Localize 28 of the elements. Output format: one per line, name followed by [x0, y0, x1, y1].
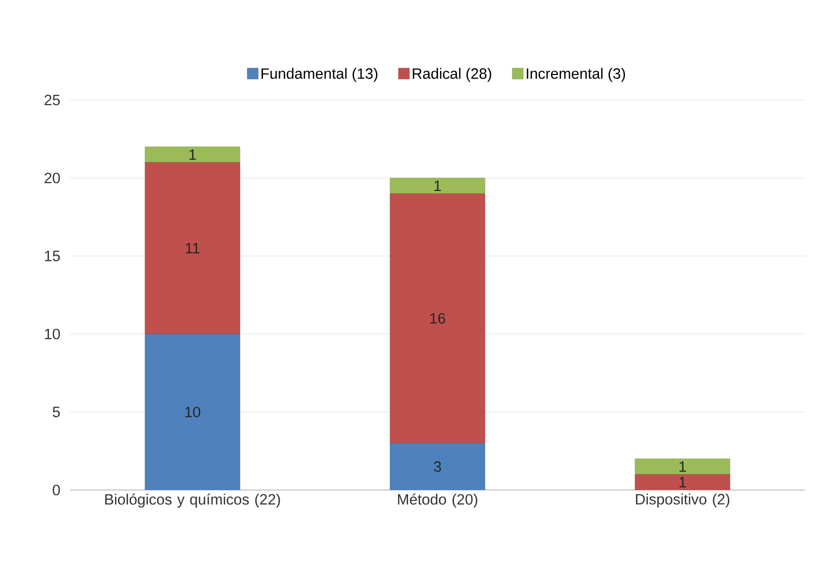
- data-label: 10: [185, 406, 200, 418]
- data-label: 1: [679, 461, 686, 472]
- y-tick-label: 0: [52, 484, 60, 496]
- y-tick-label: 25: [44, 94, 60, 106]
- y-tick-label: 20: [44, 172, 60, 184]
- data-label: 1: [679, 477, 686, 488]
- bar: [144, 334, 240, 490]
- y-tick-label: 5: [52, 406, 60, 418]
- x-tick-label: Dispositivo (2): [636, 494, 730, 508]
- bar: [144, 146, 240, 163]
- x-tick-label: Biológicos y químicos (22): [105, 494, 280, 508]
- x-tick-label: Método (20): [398, 494, 478, 508]
- bar: [144, 162, 240, 334]
- bar: [390, 443, 486, 490]
- data-label: 11: [186, 243, 200, 254]
- legend-label: Radical (28): [412, 68, 492, 82]
- data-label: 1: [189, 149, 196, 160]
- y-tick-label: 15: [45, 250, 60, 262]
- bar: [634, 474, 730, 490]
- y-tick-label: 10: [45, 328, 60, 340]
- data-label: 16: [430, 313, 446, 324]
- bar: [390, 178, 486, 194]
- bar: [390, 193, 486, 444]
- bar: [634, 458, 730, 475]
- data-label: 3: [434, 461, 442, 472]
- data-label: 1: [434, 180, 441, 191]
- legend-label: Fundamental (13): [262, 68, 378, 82]
- legend-label: Incremental (3): [526, 68, 625, 82]
